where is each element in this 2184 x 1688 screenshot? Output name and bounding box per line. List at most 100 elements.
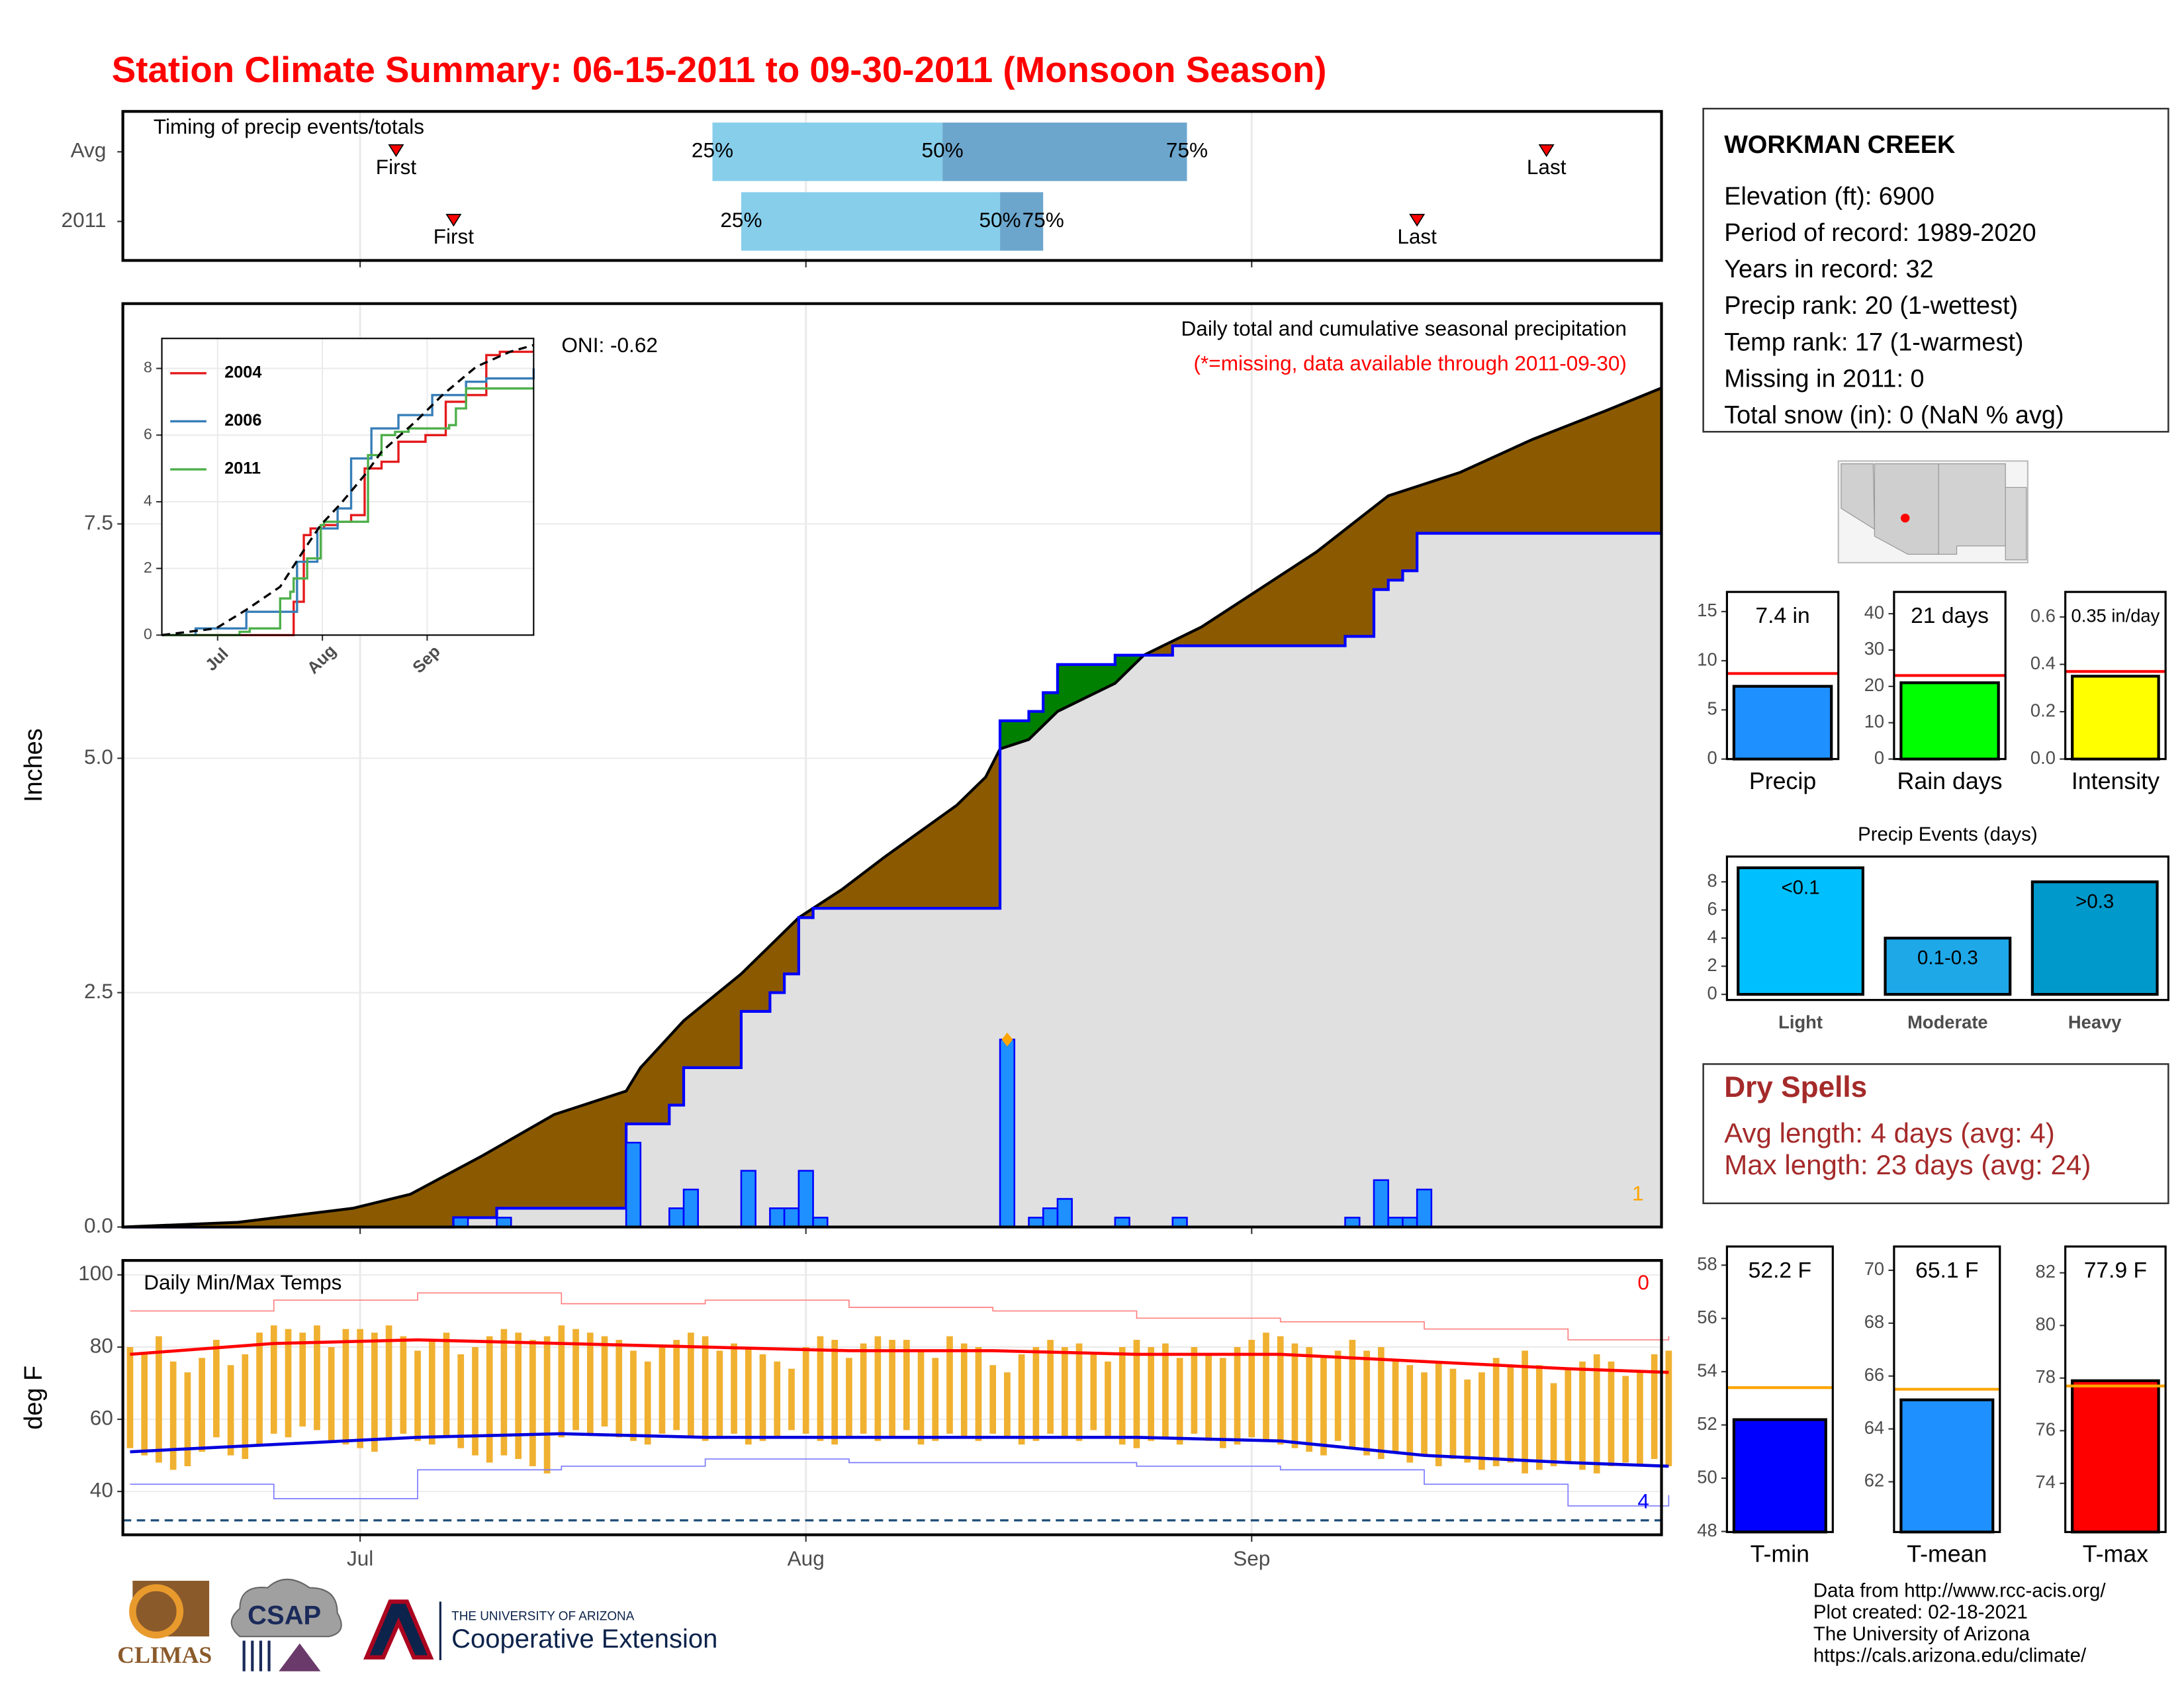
csap-cloud	[230, 1578, 342, 1638]
annotation: ONI: -0.62	[561, 333, 658, 357]
station-dot	[1900, 513, 1910, 523]
value-label: 65.1 F	[1915, 1258, 1978, 1283]
daily-bar	[999, 1039, 1016, 1228]
temp-range-bar	[184, 1372, 191, 1466]
temp-range-bar	[644, 1361, 651, 1445]
temp-range-bar	[1492, 1358, 1500, 1466]
temp-range-bar	[903, 1340, 910, 1430]
temp-range-bar	[515, 1333, 522, 1460]
y-tick-label: 80	[2036, 1314, 2056, 1335]
legend-label: 2004	[224, 363, 261, 382]
y-tick-label: 0.0	[2030, 747, 2056, 768]
y-tick-label: 2.5	[84, 979, 113, 1003]
temp-range-bar	[1219, 1358, 1226, 1448]
y-tick-label: 0.2	[2030, 700, 2056, 720]
temp-range-bar	[256, 1333, 263, 1445]
temp-range-bar	[716, 1350, 723, 1438]
temp-line	[130, 1458, 1670, 1507]
temp-range-bar	[385, 1325, 392, 1438]
x-tick-label: T-min	[1751, 1541, 1809, 1568]
temp-range-bar	[630, 1350, 637, 1441]
temp-range-bar	[1363, 1350, 1370, 1456]
value-label: 77.9 F	[2084, 1258, 2147, 1283]
value-label: 21 days	[1911, 604, 1989, 628]
bar	[1737, 866, 1864, 996]
temp-range-bar	[213, 1340, 220, 1438]
temp-range-bar	[788, 1368, 795, 1430]
y-tick-label: 50	[1697, 1466, 1717, 1487]
y-tick-label: 40	[90, 1477, 113, 1501]
daily-bar	[1171, 1217, 1188, 1228]
temp-range-bar	[1320, 1358, 1327, 1456]
bar	[1884, 937, 2012, 996]
temp-range-bar	[917, 1350, 925, 1445]
y-tick-label: 100	[78, 1261, 113, 1285]
temp-range-bar	[673, 1340, 680, 1430]
x-tick-label: Light	[1778, 1012, 1823, 1033]
temp-range-bar	[414, 1350, 421, 1441]
value-label: 0.35 in/day	[2071, 605, 2160, 626]
bar	[1732, 1418, 1827, 1534]
marker-label: Last	[1527, 155, 1567, 179]
bar	[1732, 684, 1833, 761]
temp-range-bar	[1047, 1340, 1054, 1434]
temp-range-bar	[285, 1329, 292, 1438]
climas-text: CLIMAS	[117, 1642, 212, 1668]
temp-range-bar	[1334, 1350, 1342, 1441]
temp-range-bar	[817, 1336, 824, 1441]
temp-range-bar	[1522, 1350, 1528, 1474]
csap-logo	[279, 1643, 321, 1671]
daily-bar	[1387, 1217, 1404, 1228]
plot-frame	[1725, 855, 2169, 1002]
area-base	[122, 533, 1662, 1227]
plot-frame	[1725, 1245, 1834, 1533]
logos: CLIMAS CSAP THE UNIVERSITY OF ARIZONA Co…	[117, 1578, 717, 1671]
y-tick-label: 8	[1707, 870, 1717, 890]
y-tick-label: 56	[1697, 1307, 1717, 1327]
x-tick-label: Heavy	[2068, 1012, 2122, 1033]
temp-range-bar	[889, 1340, 895, 1438]
plot-frame	[2064, 590, 2167, 761]
y-tick-label: 74	[2036, 1472, 2056, 1492]
y-tick-label: 5	[1707, 698, 1717, 719]
event-marker	[1538, 144, 1555, 158]
temp-range-bar	[960, 1343, 968, 1438]
temp-range-bar	[1291, 1343, 1298, 1448]
temp-range-bar	[141, 1354, 148, 1456]
y-tick-label: 2	[1707, 955, 1717, 975]
y-tick-label: 66	[1864, 1364, 1884, 1385]
quartile-bar	[712, 122, 943, 181]
event-marker	[1409, 214, 1426, 227]
temp-range-bar	[745, 1346, 752, 1445]
station-info: Period of record: 1989-2020	[1724, 219, 2036, 247]
x-tick-label: Rain days	[1897, 768, 2003, 794]
x-tick-label: Precip	[1749, 768, 1816, 794]
legend-label: 2006	[224, 411, 261, 430]
y-tick-label: 4	[144, 492, 152, 509]
y-tick-label: 30	[1864, 638, 1884, 659]
marker-label: First	[433, 224, 475, 248]
temp-range-bar	[1075, 1343, 1083, 1441]
series-line	[161, 344, 534, 637]
temp-range-bar	[500, 1329, 508, 1456]
bar	[2030, 880, 2159, 996]
temp-range-bar	[486, 1336, 493, 1463]
temp-range-bar	[1651, 1354, 1658, 1460]
temp-range-bar	[371, 1333, 378, 1452]
footer-text: The University of Arizona	[1813, 1623, 2030, 1645]
temp-range-bar	[759, 1354, 766, 1441]
temp-range-bar	[989, 1365, 997, 1434]
y-tick-label: 58	[1697, 1253, 1717, 1274]
temp-range-bar	[1449, 1368, 1457, 1460]
bar	[2071, 1379, 2160, 1534]
legend-label: 2011	[224, 459, 261, 478]
station-info: Elevation (ft): 6900	[1724, 183, 1934, 211]
temp-range-bar	[1349, 1340, 1356, 1448]
temp-range-bar	[242, 1354, 249, 1460]
y-tick-label: 62	[1864, 1470, 1884, 1491]
daily-bar	[496, 1217, 512, 1228]
plot-frame	[1893, 590, 2007, 761]
y-tick-label: 0	[1707, 747, 1717, 768]
temp-range-bar	[1061, 1346, 1068, 1438]
event-marker	[445, 214, 462, 227]
